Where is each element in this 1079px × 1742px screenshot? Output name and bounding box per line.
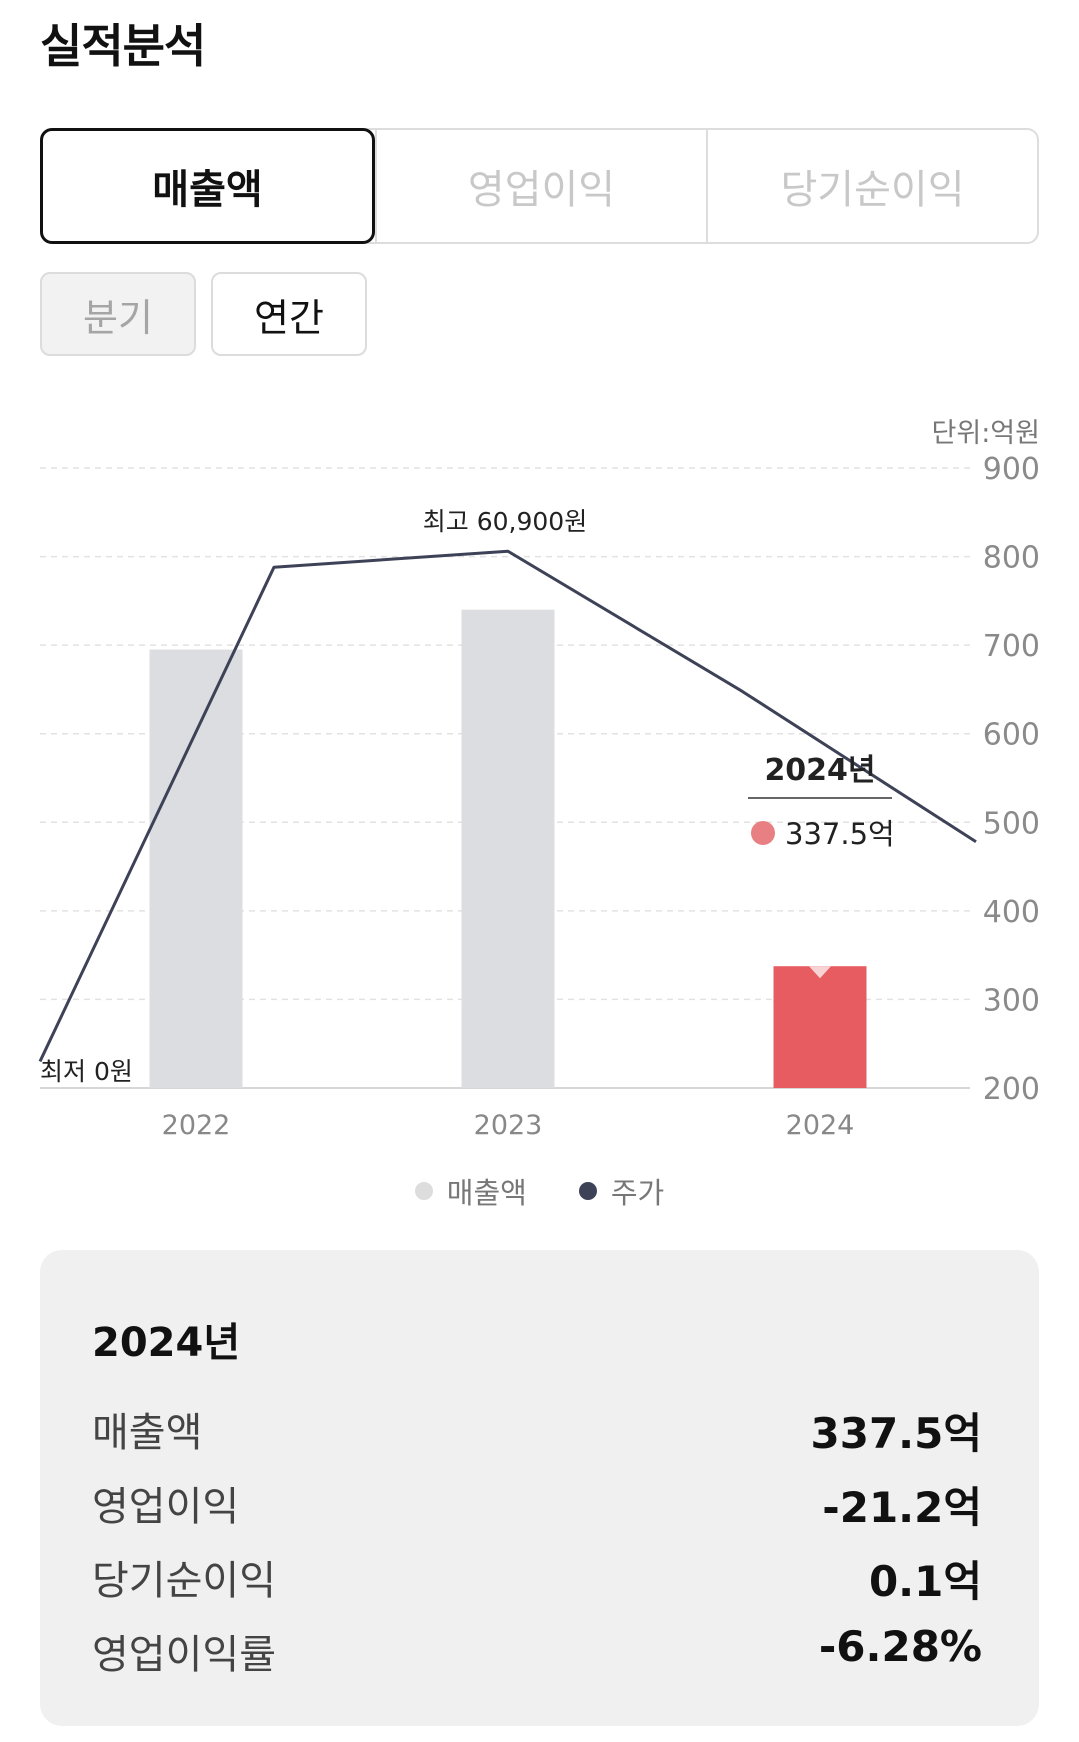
legend-item-revenue[interactable]: 매출액 bbox=[414, 1170, 527, 1212]
summary-label: 영업이익률 bbox=[92, 1632, 276, 1678]
revenue-bar bbox=[149, 649, 243, 1088]
summary-card: 2024년 매출액 337.5억 영업이익 -21.2억 당기순이익 0.1억 … bbox=[40, 1250, 1039, 1726]
low-price-annotation: 최저 0원 bbox=[40, 1057, 133, 1086]
y-tick-label: 600 bbox=[983, 718, 1040, 753]
legend-label-stock-price: 주가 bbox=[610, 1176, 665, 1210]
summary-row-operating-margin: 영업이익률 -6.28% bbox=[92, 1622, 982, 1682]
legend-dot-revenue bbox=[414, 1182, 433, 1200]
summary-value: -6.28% bbox=[818, 1622, 982, 1671]
chart-legend: 매출액 주가 bbox=[0, 1170, 1079, 1212]
legend-label-revenue: 매출액 bbox=[446, 1176, 527, 1210]
page-title: 실적분석 bbox=[40, 19, 206, 73]
unit-label: 단위:억원 bbox=[932, 418, 1040, 449]
y-tick-label: 400 bbox=[983, 895, 1040, 930]
y-tick-label: 900 bbox=[983, 452, 1040, 487]
x-tick-label: 2024 bbox=[786, 1110, 855, 1141]
summary-label: 영업이익 bbox=[92, 1484, 240, 1530]
summary-value: -21.2억 bbox=[822, 1483, 982, 1532]
metric-tabs: 매출액 영업이익 당기순이익 bbox=[40, 128, 1039, 244]
y-tick-label: 200 bbox=[983, 1072, 1040, 1107]
period-annual-button[interactable]: 연간 bbox=[211, 272, 367, 356]
summary-row-operating-profit: 영업이익 -21.2억 bbox=[92, 1474, 982, 1534]
revenue-bar bbox=[461, 609, 555, 1088]
tooltip-dot bbox=[751, 821, 775, 845]
stock-price-line bbox=[38, 549, 977, 1063]
y-tick-label: 800 bbox=[983, 541, 1040, 576]
summary-row-revenue: 매출액 337.5억 bbox=[92, 1400, 982, 1460]
y-tick-label: 300 bbox=[983, 983, 1040, 1018]
period-quarterly-button[interactable]: 분기 bbox=[40, 272, 196, 356]
legend-dot-stock-price bbox=[578, 1182, 597, 1200]
legend-item-stock-price[interactable]: 주가 bbox=[578, 1170, 665, 1212]
summary-value: 0.1억 bbox=[868, 1557, 982, 1606]
y-tick-label: 700 bbox=[983, 629, 1040, 664]
revenue-bar bbox=[773, 966, 867, 1088]
x-tick-label: 2023 bbox=[474, 1110, 543, 1141]
summary-label: 당기순이익 bbox=[92, 1558, 276, 1604]
tab-revenue[interactable]: 매출액 bbox=[40, 128, 375, 244]
summary-label: 매출액 bbox=[92, 1410, 203, 1456]
x-tick-label: 2022 bbox=[162, 1110, 231, 1141]
y-tick-label: 500 bbox=[983, 806, 1040, 841]
summary-year: 2024년 bbox=[92, 1320, 241, 1366]
summary-value: 337.5억 bbox=[810, 1409, 983, 1458]
high-price-annotation: 최고 60,900원 bbox=[423, 507, 587, 536]
tab-net-income[interactable]: 당기순이익 bbox=[706, 130, 1037, 242]
tooltip-value: 337.5억 bbox=[785, 817, 895, 851]
summary-row-net-income: 당기순이익 0.1억 bbox=[92, 1548, 982, 1608]
tooltip-title: 2024년 bbox=[764, 753, 875, 788]
tab-operating-profit[interactable]: 영업이익 bbox=[375, 130, 706, 242]
tooltip-pointer bbox=[809, 966, 831, 979]
